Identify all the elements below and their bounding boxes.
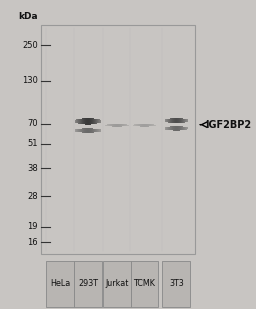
Bar [103,260,131,307]
Text: 28: 28 [27,192,38,201]
Text: 38: 38 [27,164,38,173]
Text: Jurkat: Jurkat [105,279,129,288]
Bar [131,260,158,307]
Text: 293T: 293T [78,279,98,288]
Text: 19: 19 [27,222,38,231]
Text: TCMK: TCMK [134,279,155,288]
Text: 250: 250 [22,41,38,50]
Bar [46,260,74,307]
Text: IGF2BP2: IGF2BP2 [205,120,251,130]
Text: 51: 51 [27,139,38,148]
Text: 3T3: 3T3 [169,279,184,288]
Bar [41,25,195,255]
Text: HeLa: HeLa [50,279,70,288]
Bar [162,260,190,307]
Text: 70: 70 [27,119,38,128]
Bar [74,260,102,307]
Text: 16: 16 [27,238,38,247]
Text: kDa: kDa [18,12,38,21]
Text: 130: 130 [22,76,38,85]
